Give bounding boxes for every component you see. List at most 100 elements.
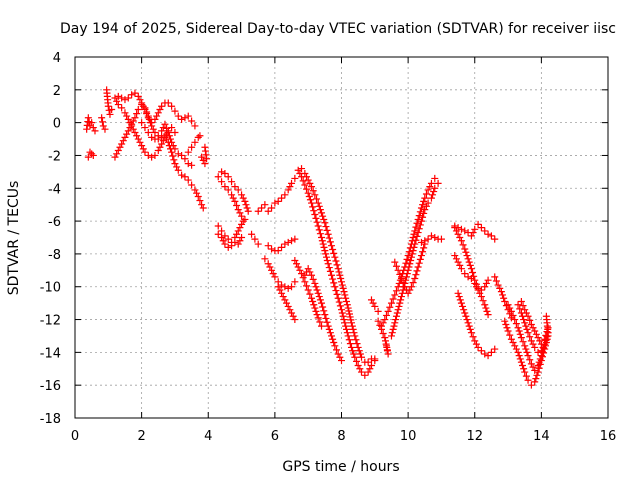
data-point bbox=[134, 92, 142, 100]
data-point bbox=[338, 306, 345, 314]
data-point bbox=[324, 230, 332, 238]
data-point bbox=[397, 275, 405, 283]
data-point bbox=[381, 316, 389, 324]
data-point bbox=[339, 312, 347, 320]
data-point bbox=[301, 181, 309, 189]
data-point bbox=[481, 283, 489, 291]
data-point bbox=[412, 271, 420, 279]
data-point bbox=[474, 220, 482, 228]
data-point bbox=[218, 234, 226, 241]
data-point bbox=[484, 311, 492, 319]
data-point bbox=[531, 378, 539, 386]
data-point bbox=[118, 94, 126, 102]
data-point bbox=[178, 115, 186, 123]
data-point bbox=[496, 284, 504, 292]
data-point bbox=[534, 368, 542, 376]
data-point bbox=[338, 281, 346, 289]
data-point bbox=[503, 324, 511, 332]
data-point bbox=[348, 322, 356, 330]
data-point bbox=[340, 316, 348, 324]
data-point bbox=[191, 138, 199, 146]
data-point bbox=[417, 204, 425, 212]
data-point bbox=[396, 270, 404, 278]
series-track-o bbox=[248, 230, 262, 248]
data-point bbox=[178, 151, 186, 159]
data-point bbox=[261, 201, 269, 209]
data-point bbox=[532, 375, 540, 383]
data-point bbox=[316, 206, 324, 214]
series-track-g bbox=[114, 89, 199, 130]
data-point bbox=[413, 232, 421, 240]
data-point bbox=[278, 289, 286, 297]
ticks-layer: 0 2 4 6 8 10 12 14 16 4 2 0 -2 -4 -6 -8 -10 -12 -14 -16 -18 bbox=[40, 51, 617, 444]
data-point bbox=[151, 115, 159, 123]
data-point bbox=[416, 221, 424, 229]
data-point bbox=[476, 289, 484, 297]
x-tick-label: 2 bbox=[137, 429, 145, 444]
data-point bbox=[345, 310, 353, 318]
data-point bbox=[330, 249, 338, 257]
data-point bbox=[415, 225, 423, 233]
data-point bbox=[168, 102, 176, 110]
data-point bbox=[472, 340, 480, 348]
data-point bbox=[381, 337, 389, 345]
data-point bbox=[91, 127, 99, 135]
data-point bbox=[313, 311, 321, 319]
series-track-ad bbox=[417, 232, 445, 246]
data-point bbox=[371, 302, 379, 310]
y-tick-label: -4 bbox=[48, 182, 61, 197]
data-point bbox=[542, 312, 550, 320]
data-point bbox=[84, 114, 92, 122]
data-point bbox=[361, 371, 369, 379]
data-point bbox=[199, 204, 207, 212]
data-point bbox=[357, 353, 365, 361]
data-point bbox=[406, 260, 414, 268]
data-point bbox=[526, 333, 534, 341]
data-point bbox=[351, 332, 359, 340]
data-point bbox=[522, 322, 530, 330]
data-point bbox=[298, 270, 306, 278]
data-point bbox=[334, 265, 342, 273]
data-point bbox=[131, 128, 139, 136]
data-point bbox=[484, 230, 492, 238]
data-point bbox=[234, 240, 242, 248]
data-point bbox=[374, 317, 382, 325]
data-point bbox=[298, 165, 306, 173]
data-point bbox=[407, 253, 415, 261]
data-point bbox=[456, 234, 464, 241]
data-point bbox=[251, 235, 259, 243]
data-point bbox=[278, 243, 286, 251]
data-point bbox=[288, 179, 296, 187]
data-point bbox=[414, 263, 422, 271]
data-point bbox=[228, 191, 236, 199]
data-point bbox=[301, 271, 309, 279]
data-point bbox=[424, 186, 432, 194]
data-point bbox=[181, 114, 189, 122]
data-point bbox=[516, 330, 524, 338]
data-point bbox=[517, 358, 525, 366]
data-point bbox=[412, 236, 420, 244]
data-point bbox=[148, 119, 156, 127]
data-point bbox=[314, 222, 322, 230]
data-point bbox=[181, 155, 189, 163]
data-point bbox=[515, 352, 523, 360]
data-point bbox=[269, 270, 277, 278]
data-point bbox=[141, 124, 149, 132]
x-axis-label: GPS time / hours bbox=[282, 459, 399, 475]
data-point bbox=[111, 94, 119, 102]
data-point bbox=[467, 232, 475, 240]
data-point bbox=[467, 329, 475, 337]
data-point bbox=[138, 99, 146, 107]
data-point bbox=[501, 317, 509, 325]
data-point bbox=[310, 207, 318, 215]
data-point bbox=[329, 335, 337, 343]
data-point bbox=[459, 302, 467, 310]
data-point bbox=[228, 178, 236, 186]
data-point bbox=[379, 329, 387, 337]
data-point bbox=[124, 115, 132, 123]
data-point bbox=[315, 202, 323, 210]
data-point bbox=[264, 207, 272, 215]
y-axis-label: SDTVAR / TECUs bbox=[6, 181, 22, 296]
data-point bbox=[281, 240, 289, 248]
data-point bbox=[271, 273, 279, 281]
